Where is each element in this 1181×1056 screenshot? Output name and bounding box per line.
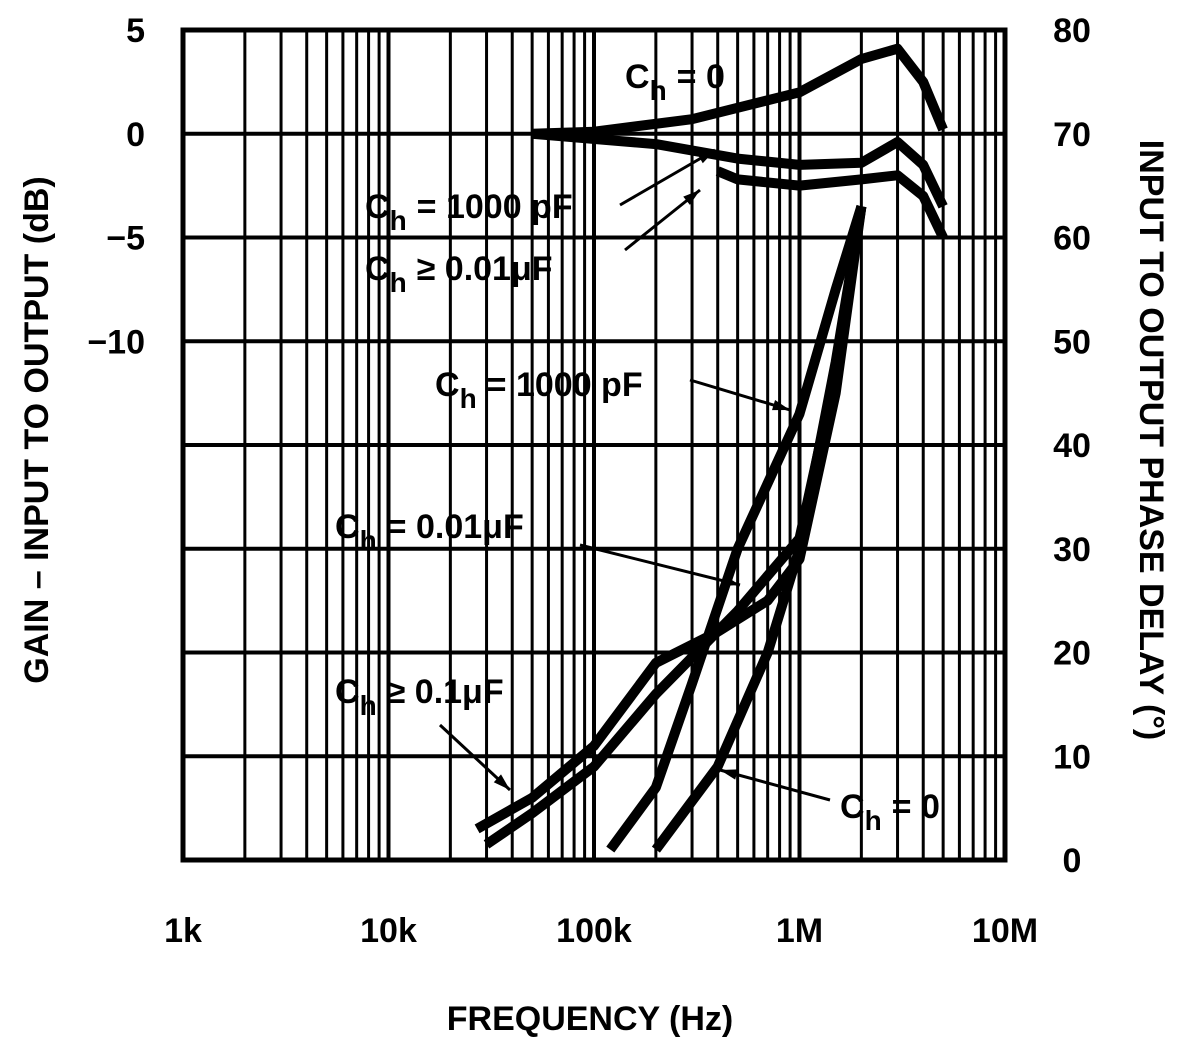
- annotation-text: ≥ 0.1μF: [387, 673, 504, 711]
- annotation: Ch = 1000 pF: [435, 366, 643, 414]
- data-line: [531, 128, 948, 209]
- annotation-subscript: h: [460, 383, 477, 414]
- annotation-symbol: C: [335, 673, 360, 711]
- annotation-symbol: C: [365, 250, 390, 288]
- x-axis-label: FREQUENCY (Hz): [447, 1000, 734, 1038]
- y2-tick-label: 10: [1053, 738, 1091, 776]
- y2-axis-label: INPUT TO OUTPUT PHASE DELAY (°): [1132, 140, 1170, 740]
- data-line: [651, 205, 867, 853]
- annotation: Ch = 0.01μF: [335, 508, 524, 556]
- annotation-symbol: C: [365, 188, 390, 226]
- annotation: Ch = 0: [840, 788, 940, 836]
- annotation-arrow: [719, 768, 831, 802]
- y2-tick-label: 20: [1053, 635, 1091, 673]
- annotation-text: = 1000 pF: [487, 366, 643, 404]
- annotation-symbol: C: [335, 508, 360, 546]
- arrow-head: [772, 399, 790, 411]
- annotation-symbol: C: [435, 366, 460, 404]
- annotation-symbol: C: [840, 788, 865, 826]
- y2-tick-label: 80: [1053, 12, 1091, 50]
- annotation: Ch ≥ 0.1μF: [335, 673, 504, 721]
- annotation-subscript: h: [390, 205, 407, 236]
- y-tick-label: 0: [126, 116, 145, 154]
- arrow-head: [720, 769, 738, 780]
- annotation-text: ≥ 0.01μF: [417, 250, 553, 288]
- y2-tick-label: 60: [1053, 220, 1091, 258]
- annotation-arrow: [689, 378, 791, 412]
- annotation-text: = 0: [892, 788, 940, 826]
- annotation-text: = 0: [677, 58, 725, 96]
- annotation-symbol: C: [625, 58, 650, 96]
- y2-tick-label: 50: [1053, 323, 1091, 361]
- annotation-subscript: h: [650, 75, 667, 106]
- y-tick-label: −10: [87, 323, 145, 361]
- arrow-head: [722, 575, 740, 586]
- annotation-subscript: h: [390, 267, 407, 298]
- x-tick-label: 1k: [164, 912, 202, 950]
- arrow-head: [683, 190, 700, 205]
- annotation-arrow: [619, 148, 716, 207]
- annotation: Ch ≥ 0.01μF: [365, 250, 553, 298]
- x-tick-label: 10M: [972, 912, 1038, 950]
- y2-tick-label: 0: [1063, 842, 1082, 880]
- x-tick-label: 10k: [360, 912, 417, 950]
- data-line: [715, 166, 948, 240]
- plot-frame: [180, 27, 1008, 863]
- annotation: Ch = 1000 pF: [365, 188, 573, 236]
- annotation-subscript: h: [865, 805, 882, 836]
- y-tick-label: 5: [126, 12, 145, 50]
- annotation-text: = 1000 pF: [417, 188, 573, 226]
- y-axis-label: GAIN – INPUT TO OUTPUT (dB): [18, 176, 56, 683]
- annotation-subscript: h: [360, 525, 377, 556]
- y2-tick-label: 70: [1053, 116, 1091, 154]
- annotation-subscript: h: [360, 690, 377, 721]
- arrow-head: [493, 774, 510, 790]
- y2-tick-label: 40: [1053, 427, 1091, 465]
- data-line: [606, 204, 867, 853]
- arrow-head: [697, 150, 715, 164]
- annotation-arrow: [579, 543, 741, 587]
- x-tick-label: 1M: [776, 912, 823, 950]
- x-tick-label: 100k: [556, 912, 632, 950]
- y-tick-label: −5: [106, 220, 145, 258]
- y2-tick-label: 30: [1053, 531, 1091, 569]
- annotation-text: = 0.01μF: [387, 508, 524, 546]
- annotation: Ch = 0: [625, 58, 725, 106]
- data-line: [531, 43, 948, 139]
